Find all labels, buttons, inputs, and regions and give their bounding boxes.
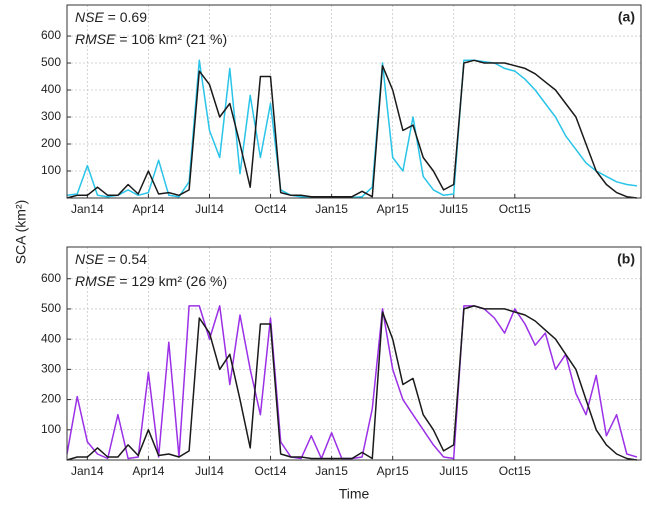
plot-frame bbox=[66, 4, 642, 199]
y-tick-label: 100 bbox=[41, 163, 61, 177]
series-line bbox=[66, 305, 638, 460]
stat-text: = 0.69 bbox=[104, 9, 147, 25]
y-tick-label: 100 bbox=[41, 422, 61, 436]
y-tick-label: 300 bbox=[41, 362, 61, 376]
x-tick-label: Jul14 bbox=[195, 202, 224, 216]
series-line bbox=[66, 305, 638, 461]
x-tick-label: Apr14 bbox=[132, 464, 164, 478]
x-tick-label: Apr14 bbox=[132, 202, 164, 216]
series-line bbox=[66, 59, 637, 199]
stat-annotation: NSE = 0.54 bbox=[75, 251, 147, 267]
x-tick-label: Jan15 bbox=[315, 464, 348, 478]
x-tick-label: Oct14 bbox=[255, 464, 287, 478]
stat-annotation: NSE = 0.69 bbox=[75, 9, 147, 25]
stat-name: NSE bbox=[75, 251, 104, 267]
x-tick-label: Jan14 bbox=[71, 202, 104, 216]
x-tick-label: Oct14 bbox=[255, 202, 287, 216]
x-tick-label: Jan15 bbox=[315, 202, 348, 216]
y-tick-label: 600 bbox=[41, 271, 61, 285]
y-axis-label: SCA (km²) bbox=[13, 200, 29, 265]
stat-annotation: RMSE = 106 km² (21 %) bbox=[75, 31, 227, 47]
stat-name: RMSE bbox=[75, 273, 116, 289]
x-axis-label: Time bbox=[339, 486, 370, 502]
x-tick-label: Oct15 bbox=[499, 202, 531, 216]
x-tick-label: Jul15 bbox=[439, 464, 468, 478]
stat-text: = 106 km² (21 %) bbox=[115, 31, 227, 47]
x-tick-label: Jul15 bbox=[439, 202, 468, 216]
y-tick-label: 500 bbox=[41, 55, 61, 69]
y-tick-label: 500 bbox=[41, 301, 61, 315]
stat-name: RMSE bbox=[75, 31, 116, 47]
y-tick-label: 200 bbox=[41, 392, 61, 406]
y-tick-label: 300 bbox=[41, 109, 61, 123]
x-tick-label: Oct15 bbox=[499, 464, 531, 478]
x-tick-label: Apr15 bbox=[377, 202, 409, 216]
panel-label: (b) bbox=[617, 251, 635, 267]
y-tick-label: 400 bbox=[41, 82, 61, 96]
x-tick-label: Jul14 bbox=[195, 464, 224, 478]
stat-text: = 129 km² (26 %) bbox=[115, 273, 227, 289]
panel-label: (a) bbox=[618, 9, 635, 25]
x-tick-label: Apr15 bbox=[377, 464, 409, 478]
stat-name: NSE bbox=[75, 9, 104, 25]
y-tick-label: 400 bbox=[41, 331, 61, 345]
stat-annotation: RMSE = 129 km² (26 %) bbox=[75, 273, 227, 289]
stat-text: = 0.54 bbox=[104, 251, 147, 267]
y-tick-label: 600 bbox=[41, 28, 61, 42]
x-tick-label: Jan14 bbox=[71, 464, 104, 478]
y-tick-label: 200 bbox=[41, 136, 61, 150]
plot-frame bbox=[66, 246, 642, 461]
series-line bbox=[66, 59, 638, 199]
